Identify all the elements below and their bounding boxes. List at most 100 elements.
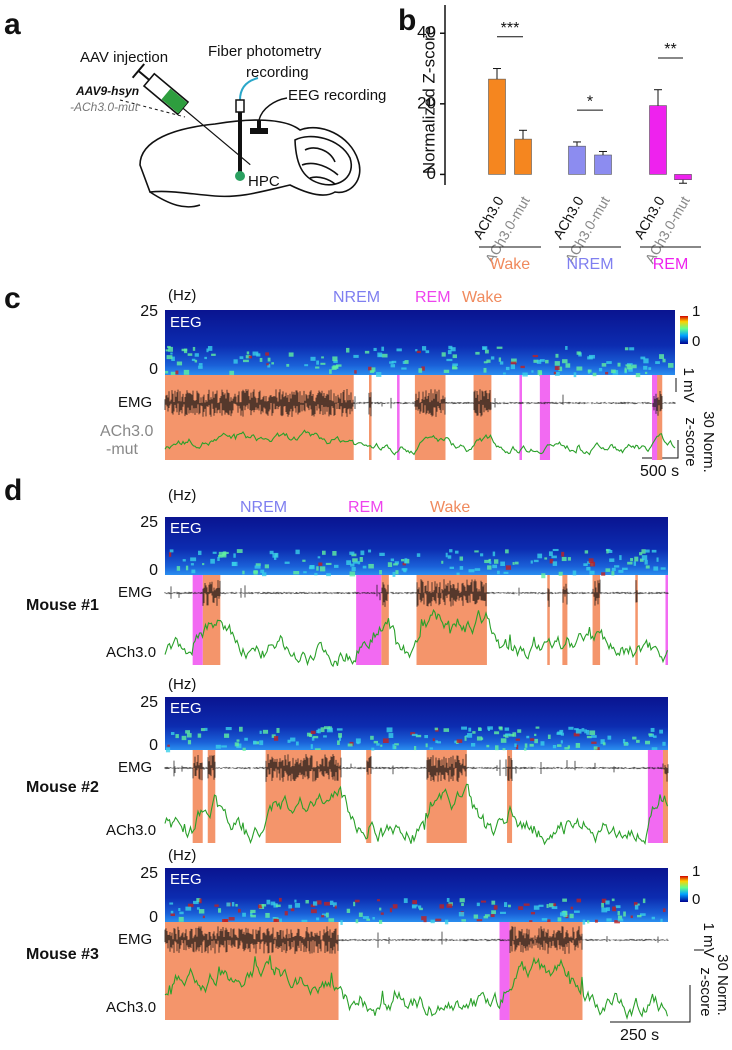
spectrogram-speck — [204, 356, 207, 360]
spectrogram-speck — [253, 570, 258, 575]
spectrogram-speck — [512, 562, 515, 565]
spectrogram-speck — [165, 349, 170, 352]
spectrogram-speck — [317, 728, 321, 734]
spectrogram-speck — [547, 919, 551, 924]
spectrogram-speck — [448, 345, 453, 350]
mouse-label: Mouse #3 — [26, 946, 99, 963]
spectrogram-speck — [250, 909, 256, 914]
significance: *** — [501, 20, 520, 37]
label: -ACh3.0-mut — [70, 100, 139, 114]
spectrogram-speck — [533, 905, 540, 910]
spectrogram-speck — [378, 354, 382, 357]
spectrogram-speck — [430, 919, 435, 924]
spectrogram-speck — [619, 555, 622, 561]
spectrogram-speck — [231, 561, 237, 566]
spectrogram-speck — [261, 572, 267, 577]
spectrogram-speck — [326, 573, 331, 577]
spectrogram-speck — [254, 565, 261, 569]
spectrogram-speck — [204, 727, 208, 731]
label: EMG — [118, 394, 152, 411]
spectrogram-speck — [388, 733, 394, 739]
spectrogram-speck — [435, 740, 438, 744]
spectrogram-speck — [168, 346, 173, 352]
spectrogram-speck — [475, 351, 480, 355]
spectrogram-speck — [606, 361, 612, 364]
spectrogram-speck — [183, 369, 190, 375]
spectrogram-speck — [390, 558, 395, 562]
spectrogram-speck — [601, 898, 607, 903]
spectrogram-speck — [510, 361, 517, 365]
spectrogram-speck — [372, 916, 375, 920]
spectrogram-speck — [551, 555, 557, 559]
spectrogram-speck — [600, 739, 605, 745]
spectrogram-speck — [362, 565, 367, 569]
spectrogram-speck — [529, 743, 534, 747]
spectrogram-speck — [322, 550, 326, 555]
spectrogram-speck — [316, 729, 319, 734]
spectrogram-speck — [226, 902, 231, 907]
spectrogram-speck — [421, 366, 425, 371]
spectrogram-speck — [295, 549, 300, 555]
spectrogram-speck — [175, 370, 179, 375]
spectrogram-speck — [626, 363, 633, 366]
spectrogram-speck — [357, 561, 361, 565]
spectrogram-speck — [303, 571, 307, 574]
spectrogram-speck — [218, 551, 225, 557]
spectrogram-speck — [333, 564, 339, 568]
spectrogram-speck — [386, 727, 393, 733]
spectrogram-speck — [202, 915, 205, 919]
bar — [594, 154, 612, 175]
spectrogram — [165, 697, 668, 750]
spectrogram-speck — [514, 561, 519, 565]
brain-schematic — [139, 119, 361, 208]
spectrogram-speck — [642, 898, 646, 904]
spectrogram-speck — [370, 735, 374, 740]
wake-epoch — [652, 375, 663, 460]
spectrogram-speck — [573, 372, 577, 378]
spectrogram-speck — [269, 550, 274, 555]
spectrogram-speck — [559, 912, 566, 917]
spectrogram-speck — [170, 352, 173, 355]
spectrogram-speck — [562, 898, 567, 902]
spectrogram-speck — [558, 366, 563, 372]
spectrogram-speck — [410, 732, 416, 735]
spectrogram-speck — [659, 729, 664, 734]
spectrogram-speck — [421, 916, 427, 921]
spectrogram-speck — [491, 900, 496, 905]
spectrogram-speck — [648, 733, 653, 736]
sensor-trace — [164, 608, 669, 668]
spectrogram-speck — [256, 353, 261, 357]
spectrogram-speck — [461, 919, 466, 922]
spectrogram-speck — [551, 906, 558, 910]
spectrogram-speck — [567, 745, 571, 749]
spectrogram-speck — [373, 347, 377, 352]
rem-epoch — [397, 375, 400, 460]
spectrogram-speck — [645, 740, 651, 745]
label: 1 mV — [680, 367, 697, 402]
spectrogram-speck — [235, 903, 238, 907]
bar — [514, 138, 532, 175]
spectrogram-speck — [380, 744, 383, 747]
spectrogram-speck — [318, 562, 323, 566]
rem-epoch — [519, 375, 522, 460]
spectrogram-speck — [474, 568, 481, 571]
spectrogram-speck — [265, 912, 270, 918]
emg-trace — [164, 926, 669, 954]
spectrogram-speck — [391, 360, 397, 364]
spectrogram-speck — [484, 559, 491, 564]
spectrogram-speck — [294, 903, 301, 908]
spectrogram-speck — [560, 740, 563, 744]
spectrogram-speck — [354, 370, 357, 374]
emg-trace — [164, 579, 669, 607]
spectrogram-speck — [316, 360, 320, 365]
spectrogram-speck — [489, 561, 492, 565]
spectrogram-speck — [617, 918, 624, 922]
spectrogram-speck — [570, 906, 574, 910]
spectrogram-speck — [606, 918, 612, 922]
spectrogram-speck — [315, 366, 320, 369]
spectrogram-speck — [290, 737, 296, 742]
spectrogram-speck — [221, 745, 227, 748]
spectrogram-speck — [231, 902, 235, 907]
spectrogram-speck — [382, 738, 389, 743]
label: EEG recording — [288, 87, 386, 104]
